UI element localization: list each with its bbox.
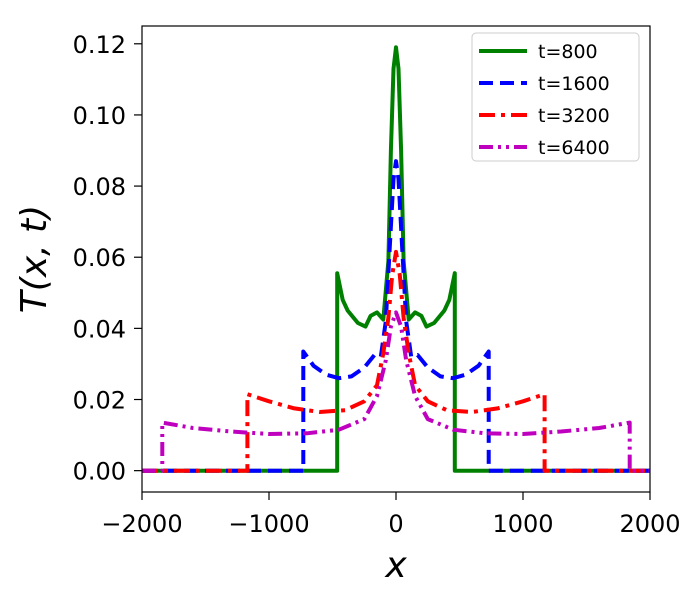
x-tick-label: −2000 (101, 510, 182, 538)
x-axis-ticks: −2000 −1000 0 1000 2000 (101, 492, 681, 538)
x-tick-label: 0 (388, 510, 403, 538)
y-tick-label: 0.06 (73, 244, 126, 272)
y-tick-label: 0.02 (73, 387, 126, 415)
series-line-3 (142, 310, 650, 473)
legend-label-3: t=6400 (538, 137, 610, 159)
y-tick-label: 0.12 (73, 31, 126, 59)
y-axis-ticks: 0.00 0.02 0.04 0.06 0.08 0.10 0.12 (73, 31, 142, 486)
legend-items: t=800 t=1600 t=3200 t=6400 (479, 41, 610, 159)
y-tick-label: 0.10 (73, 102, 126, 130)
y-tick-label: 0.00 (73, 458, 126, 486)
x-tick-label: 2000 (619, 510, 680, 538)
legend-label-1: t=1600 (538, 73, 610, 95)
series-line-0 (142, 45, 650, 473)
x-tick-label: 1000 (492, 510, 553, 538)
series-layer (142, 45, 650, 473)
legend: t=800 t=1600 t=3200 t=6400 (471, 32, 640, 162)
legend-label-2: t=3200 (538, 105, 610, 127)
x-tick-label: −1000 (228, 510, 309, 538)
y-tick-label: 0.08 (73, 173, 126, 201)
y-tick-label: 0.04 (73, 315, 126, 343)
legend-box (471, 32, 640, 162)
series-line-2 (142, 249, 650, 473)
x-axis-label: x (384, 545, 407, 586)
legend-label-0: t=800 (538, 41, 598, 63)
y-axis-label: T(x, t) (14, 205, 55, 313)
series-line-1 (142, 159, 650, 473)
